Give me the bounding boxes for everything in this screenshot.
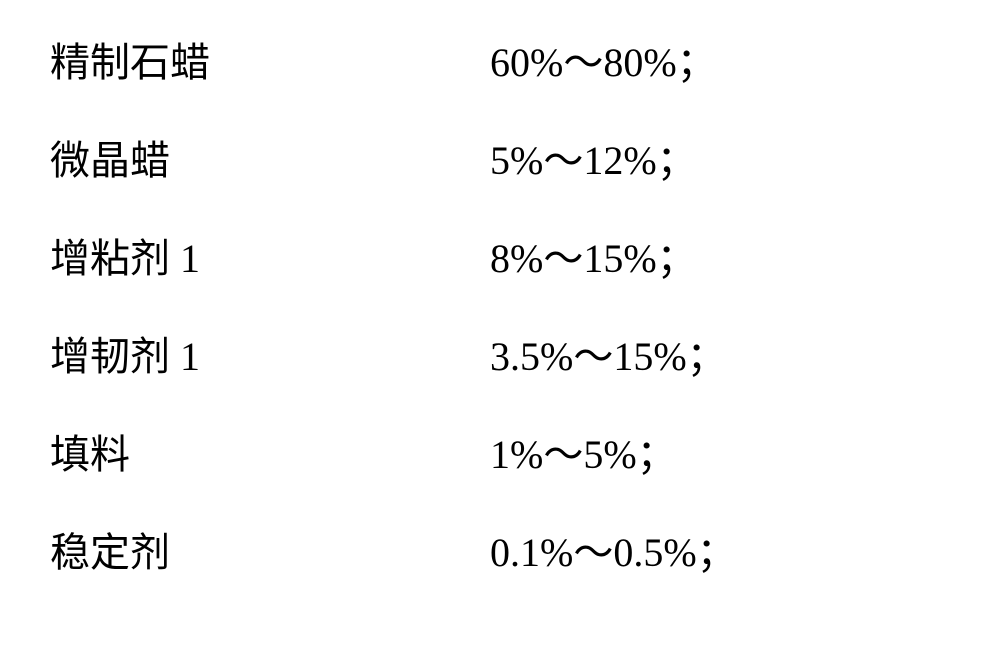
ingredient-value: 3.5%～15%； (490, 324, 727, 382)
ingredient-label: 增韧剂 1 (50, 324, 490, 382)
ingredient-value: 60%～80%； (490, 30, 717, 88)
list-row: 稳定剂 0.1%～0.5%； (50, 520, 932, 578)
ingredient-value: 0.1%～0.5%； (490, 520, 737, 578)
list-row: 增粘剂 1 8%～15%； (50, 226, 932, 284)
ingredient-label: 增粘剂 1 (50, 226, 490, 284)
ingredient-value: 8%～15%； (490, 226, 697, 284)
ingredient-value: 1%～5%； (490, 422, 677, 480)
ingredient-value: 5%～12%； (490, 128, 697, 186)
ingredient-label: 稳定剂 (50, 520, 490, 578)
list-row: 精制石蜡 60%～80%； (50, 30, 932, 88)
composition-list: 精制石蜡 60%～80%； 微晶蜡 5%～12%； 增粘剂 1 8%～15%； … (0, 0, 982, 648)
list-row: 微晶蜡 5%～12%； (50, 128, 932, 186)
ingredient-label: 精制石蜡 (50, 30, 490, 88)
ingredient-label: 微晶蜡 (50, 128, 490, 186)
list-row: 填料 1%～5%； (50, 422, 932, 480)
list-row: 增韧剂 1 3.5%～15%； (50, 324, 932, 382)
ingredient-label: 填料 (50, 422, 490, 480)
